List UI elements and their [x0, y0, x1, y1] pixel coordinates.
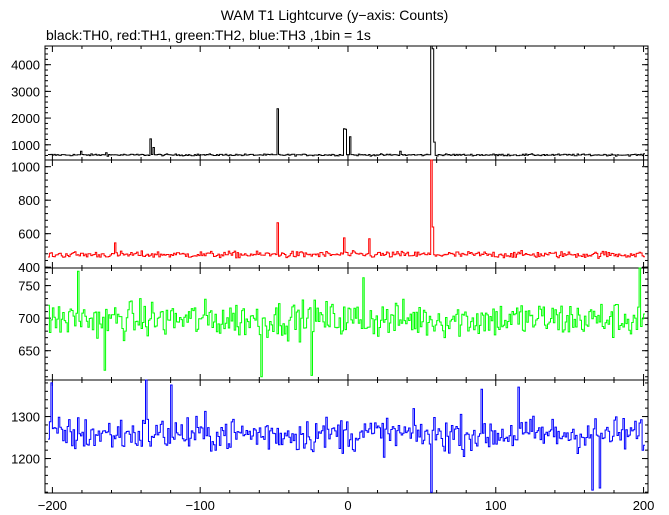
y-tick-label: 2000	[11, 111, 40, 126]
x-tick-label: 200	[633, 498, 655, 513]
y-tick-label: 4000	[11, 58, 40, 73]
x-tick-label: −100	[186, 498, 215, 513]
y-tick-label: 400	[18, 260, 40, 275]
y-tick-label: 600	[18, 227, 40, 242]
y-tick-label: 750	[18, 279, 40, 294]
x-tick-label: 0	[344, 498, 351, 513]
y-tick-label: 1300	[11, 410, 40, 425]
y-tick-label: 1200	[11, 452, 40, 467]
panel-frame-th3	[44, 379, 649, 494]
y-tick-label: 700	[18, 311, 40, 326]
x-tick-label: 100	[485, 498, 507, 513]
y-tick-label: 800	[18, 193, 40, 208]
y-tick-label: 650	[18, 344, 40, 359]
series-line-th1	[48, 159, 645, 259]
series-line-th3	[48, 379, 645, 493]
series-line-th0	[48, 45, 645, 157]
x-tick-label: −200	[38, 498, 67, 513]
chart-subtitle: black:TH0, red:TH1, green:TH2, blue:TH3 …	[46, 27, 371, 43]
y-tick-label: 1000	[11, 138, 40, 153]
y-tick-label: 3000	[11, 84, 40, 99]
chart-title: WAM T1 Lightcurve (y−axis: Counts)	[220, 7, 449, 23]
series-line-th2	[48, 267, 645, 378]
y-tick-label: 1000	[11, 160, 40, 175]
